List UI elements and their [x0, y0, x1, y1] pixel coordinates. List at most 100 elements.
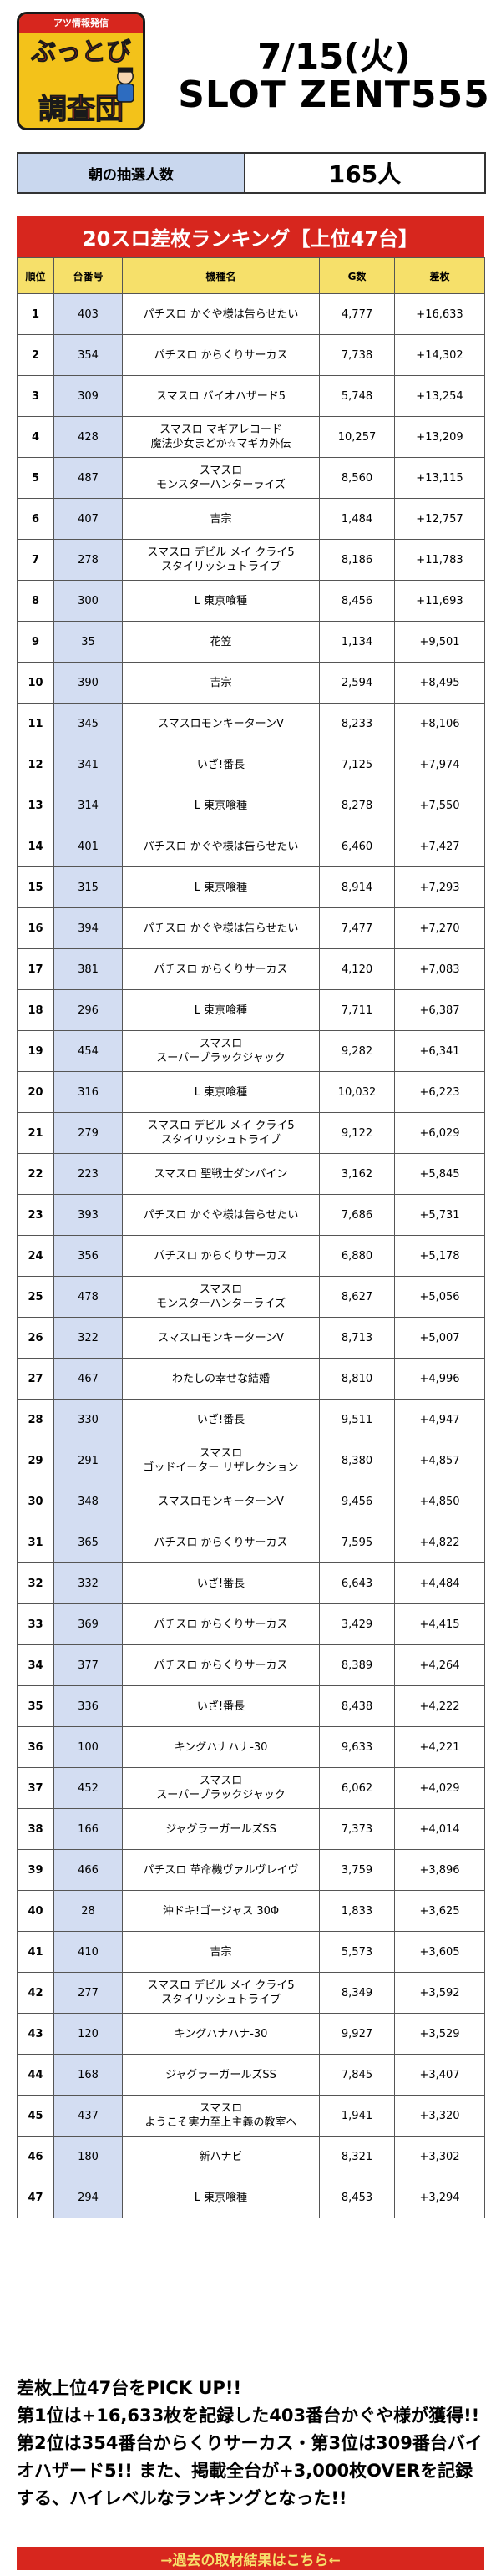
difference-cell: +4,264	[394, 1644, 485, 1686]
logo: アツ情報発信 ぶっとび 調査団	[17, 12, 145, 130]
logo-tagline: アツ情報発信	[19, 14, 143, 33]
header: アツ情報発信 ぶっとび 調査団 7/15(火) SLOT ZENT555	[0, 0, 501, 134]
machine-number-cell: 410	[53, 1931, 123, 1973]
difference-cell: +6,029	[394, 1112, 485, 1154]
machine-name-cell: スマスロ ゴッドイーター リザレクション	[122, 1440, 320, 1481]
machine-number-cell: 407	[53, 498, 123, 540]
games-cell: 5,573	[319, 1931, 395, 1973]
games-cell: 7,595	[319, 1522, 395, 1563]
games-cell: 5,748	[319, 375, 395, 417]
table-row: 9 35 花笠 1,134 +9,501	[17, 621, 485, 663]
table-row: 8 300 L 東京喰種 8,456 +11,693	[17, 580, 485, 622]
games-cell: 1,484	[319, 498, 395, 540]
games-cell: 4,120	[319, 948, 395, 990]
table-row: 38 166 ジャグラーガールズSS 7,373 +4,014	[17, 1808, 485, 1850]
difference-cell: +3,605	[394, 1931, 485, 1973]
rank-cell: 22	[17, 1153, 54, 1195]
machine-number-cell: 336	[53, 1685, 123, 1727]
rank-cell: 13	[17, 785, 54, 826]
rank-cell: 21	[17, 1112, 54, 1154]
past-results-link[interactable]: →過去の取材結果はこちら←	[17, 2547, 484, 2570]
games-cell: 8,914	[319, 866, 395, 908]
games-cell: 9,927	[319, 2013, 395, 2055]
machine-name-cell: スマスロ デビル メイ クライ5 スタイリッシュトライブ	[122, 1972, 320, 2014]
table-row: 27 467 わたしの幸せな結婚 8,810 +4,996	[17, 1358, 485, 1400]
difference-cell: +4,029	[394, 1767, 485, 1809]
games-cell: 1,833	[319, 1890, 395, 1932]
difference-cell: +3,529	[394, 2013, 485, 2055]
difference-cell: +7,550	[394, 785, 485, 826]
rank-cell: 44	[17, 2054, 54, 2096]
machine-number-cell: 487	[53, 457, 123, 499]
rank-cell: 6	[17, 498, 54, 540]
games-cell: 8,278	[319, 785, 395, 826]
machine-name-cell: 吉宗	[122, 498, 320, 540]
difference-cell: +3,294	[394, 2177, 485, 2218]
rank-cell: 3	[17, 375, 54, 417]
col-header-machine-number: 台番号	[53, 257, 123, 294]
machine-name-cell: スマスロ スーパーブラックジャック	[122, 1030, 320, 1072]
difference-cell: +6,341	[394, 1030, 485, 1072]
rank-cell: 2	[17, 334, 54, 376]
difference-cell: +5,731	[394, 1194, 485, 1236]
machine-number-cell: 28	[53, 1890, 123, 1932]
machine-number-cell: 454	[53, 1030, 123, 1072]
games-cell: 7,373	[319, 1808, 395, 1850]
difference-cell: +11,783	[394, 539, 485, 581]
machine-name-cell: L 東京喰種	[122, 2177, 320, 2218]
machine-name-cell: L 東京喰種	[122, 866, 320, 908]
machine-number-cell: 120	[53, 2013, 123, 2055]
difference-cell: +5,845	[394, 1153, 485, 1195]
machine-name-cell: スマスロ モンスターハンターライズ	[122, 457, 320, 499]
lottery-label: 朝の抽選人数	[18, 154, 245, 192]
table-row: 24 356 パチスロ からくりサーカス 6,880 +5,178	[17, 1235, 485, 1277]
machine-name-cell: スマスロ バイオハザード5	[122, 375, 320, 417]
col-header-games: G数	[319, 257, 395, 294]
rank-cell: 12	[17, 744, 54, 785]
table-row: 2 354 パチスロ からくりサーカス 7,738 +14,302	[17, 334, 485, 376]
table-row: 12 341 いざ!番長 7,125 +7,974	[17, 744, 485, 785]
difference-cell: +7,293	[394, 866, 485, 908]
machine-name-cell: パチスロ 革命機ヴァルヴレイヴ	[122, 1849, 320, 1891]
rank-cell: 9	[17, 621, 54, 663]
machine-name-cell: いざ!番長	[122, 1399, 320, 1440]
rank-cell: 7	[17, 539, 54, 581]
difference-cell: +8,106	[394, 703, 485, 744]
machine-name-cell: スマスロモンキーターンV	[122, 1317, 320, 1359]
table-row: 46 180 新ハナビ 8,321 +3,302	[17, 2136, 485, 2177]
machine-number-cell: 403	[53, 293, 123, 335]
difference-cell: +6,223	[394, 1071, 485, 1113]
machine-number-cell: 316	[53, 1071, 123, 1113]
table-row: 10 390 吉宗 2,594 +8,495	[17, 662, 485, 704]
table-row: 13 314 L 東京喰種 8,278 +7,550	[17, 785, 485, 826]
difference-cell: +7,427	[394, 826, 485, 867]
col-header-rank: 順位	[17, 257, 54, 294]
table-row: 4 428 スマスロ マギアレコード 魔法少女まどか☆マギカ外伝 10,257 +13,…	[17, 416, 485, 458]
table-row: 5 487 スマスロ モンスターハンターライズ 8,560 +13,115	[17, 457, 485, 499]
lottery-box: 朝の抽選人数 165人	[17, 152, 486, 194]
machine-name-cell: スマスロ モンスターハンターライズ	[122, 1276, 320, 1318]
table-row: 17 381 パチスロ からくりサーカス 4,120 +7,083	[17, 948, 485, 990]
table-row: 33 369 パチスロ からくりサーカス 3,429 +4,415	[17, 1603, 485, 1645]
difference-cell: +6,387	[394, 989, 485, 1031]
table-row: 32 332 いざ!番長 6,643 +4,484	[17, 1562, 485, 1604]
difference-cell: +16,633	[394, 293, 485, 335]
rank-cell: 39	[17, 1849, 54, 1891]
machine-number-cell: 277	[53, 1972, 123, 2014]
table-row: 19 454 スマスロ スーパーブラックジャック 9,282 +6,341	[17, 1030, 485, 1072]
table-row: 3 309 スマスロ バイオハザード5 5,748 +13,254	[17, 375, 485, 417]
rank-cell: 14	[17, 826, 54, 867]
rank-cell: 20	[17, 1071, 54, 1113]
difference-cell: +4,014	[394, 1808, 485, 1850]
rank-cell: 1	[17, 293, 54, 335]
games-cell: 3,759	[319, 1849, 395, 1891]
games-cell: 8,560	[319, 457, 395, 499]
machine-number-cell: 322	[53, 1317, 123, 1359]
table-header-row: 順位 台番号 機種名 G数 差枚	[17, 257, 485, 294]
difference-cell: +14,302	[394, 334, 485, 376]
difference-cell: +13,115	[394, 457, 485, 499]
machine-name-cell: スマスロ ようこそ実力至上主義の教室へ	[122, 2095, 320, 2137]
difference-cell: +4,857	[394, 1440, 485, 1481]
machine-number-cell: 452	[53, 1767, 123, 1809]
games-cell: 6,062	[319, 1767, 395, 1809]
